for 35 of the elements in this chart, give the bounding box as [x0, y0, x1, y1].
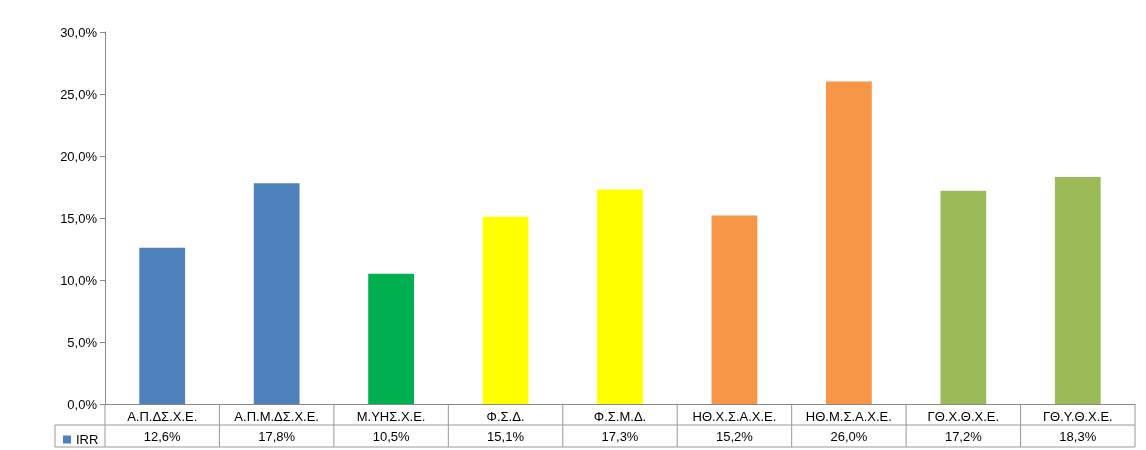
bar [826, 81, 872, 404]
x-tick-label: Φ.Σ.Δ. [486, 409, 525, 424]
y-tick-label: 20,0% [60, 148, 98, 164]
bar [253, 183, 300, 404]
bar [482, 216, 529, 404]
y-tick-label: 15,0% [60, 210, 98, 226]
bar [368, 273, 414, 404]
x-tick-label: Μ.ΥΗΣ.Χ.Ε. [356, 409, 426, 424]
y-tick-label: 30,0% [60, 24, 98, 40]
data-label: 17,8% [258, 428, 296, 444]
data-label: 17,2% [944, 428, 983, 444]
x-tick-label: ΗΘ.Μ.Σ.Α.Χ.Ε. [805, 409, 892, 424]
y-tick-label: 0,0% [67, 396, 98, 412]
bar [940, 190, 987, 404]
legend-label: IRR [76, 432, 99, 447]
x-tick-label: ΓΘ.Υ.Θ.Χ.Ε. [1042, 409, 1113, 424]
data-label: 17,3% [601, 428, 639, 444]
bar [1054, 177, 1101, 404]
data-label: 15,1% [487, 428, 525, 444]
data-label: 12,6% [143, 428, 182, 444]
y-tick-label: 5,0% [67, 334, 98, 350]
bar [597, 189, 643, 404]
x-tick-label: ΓΘ.Χ.Θ.Χ.Ε. [927, 409, 1000, 424]
data-label: 18,3% [1059, 428, 1097, 444]
bar [711, 215, 758, 404]
x-tick-label: ΗΘ.Χ.Σ.Α.Χ.Ε. [692, 409, 777, 424]
bar [139, 247, 186, 404]
y-tick-label: 10,0% [60, 272, 98, 288]
data-label: 15,2% [716, 428, 754, 444]
data-label: 26,0% [830, 428, 868, 444]
x-tick-label: Φ.Σ.Μ.Δ. [593, 409, 647, 424]
x-tick-label: Α.Π.Μ.ΔΣ.Χ.Ε. [234, 409, 319, 424]
x-tick-label: Α.Π.ΔΣ.Χ.Ε. [127, 409, 198, 424]
y-tick-label: 25,0% [60, 86, 98, 102]
data-label: 10,5% [372, 428, 410, 444]
